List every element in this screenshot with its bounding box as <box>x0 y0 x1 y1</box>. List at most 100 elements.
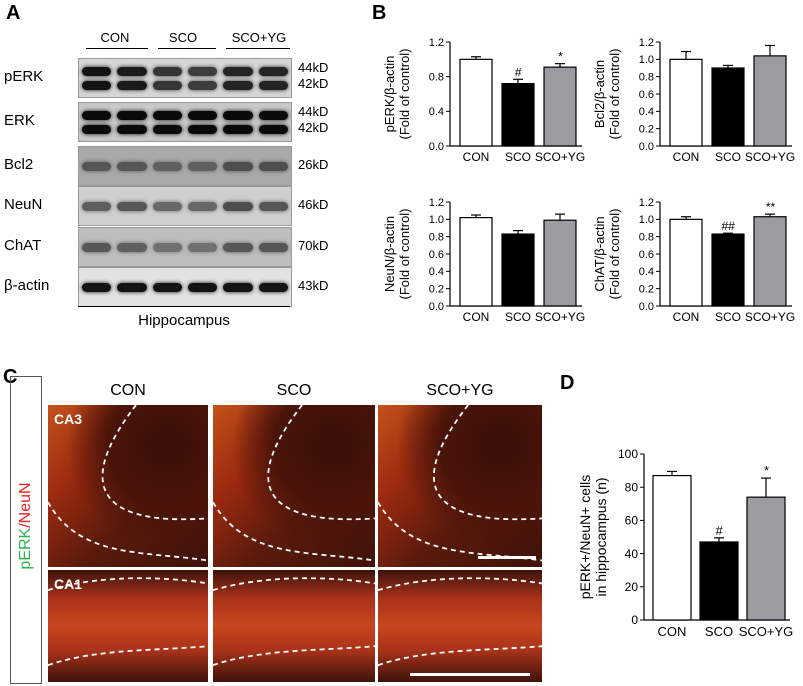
y-tick-label: 40 <box>625 547 639 561</box>
bar-CON <box>459 216 493 307</box>
group-line-sco <box>158 48 216 49</box>
blot-group-header: CON SCO SCO+YG <box>78 30 292 50</box>
bar-CON <box>669 218 703 307</box>
group-label-scoyg: SCO+YG <box>231 30 287 45</box>
x-tick-label: SCO+YG <box>739 624 794 639</box>
significance-mark: # <box>515 65 522 79</box>
blot-band <box>223 81 253 90</box>
y-axis-label: Bcl2/β-actin <box>592 60 607 128</box>
blot-band <box>188 162 218 171</box>
blot-strip-0 <box>78 58 292 98</box>
stain-label: pERK/NeuN <box>17 451 35 601</box>
region-boundary <box>433 405 542 521</box>
y-tick-label: 0.4 <box>639 106 654 118</box>
blot-band <box>258 162 288 171</box>
chart-neun: 0.0 0.2 0.4 0.6 0.8 1.0 1.2 NeuN/β-actin (Fold o… <box>382 197 585 324</box>
blot-band <box>152 125 182 134</box>
chart-cells: 0 20 40 60 80 100 pERK+/NeuN+ cells in hippocam… <box>577 447 794 639</box>
x-tick-label: SCO <box>505 150 531 164</box>
y-tick-label: 80 <box>625 480 639 494</box>
blot-band <box>223 67 253 76</box>
blot-strip-2 <box>78 146 292 186</box>
blot-band <box>188 81 218 90</box>
micro-col-con: CON <box>110 382 146 399</box>
micrograph-ca1-1 <box>213 570 375 682</box>
x-tick-label: CON <box>463 310 490 324</box>
blot-band <box>223 111 253 120</box>
significance-mark: # <box>715 523 723 538</box>
blot-band <box>258 202 288 211</box>
chart-chat: 0.0 0.2 0.4 0.6 0.8 1.0 1.2 ChAT/β-actin (Fold o… <box>592 197 795 324</box>
blot-band <box>188 243 218 252</box>
group-label-con: CON <box>100 30 130 45</box>
y-tick-label: 0 <box>631 613 638 627</box>
bar-SCO+YG <box>753 55 787 147</box>
significance-mark: ## <box>721 219 735 233</box>
bar-SCO <box>699 541 739 621</box>
kd-label: 44kD <box>298 60 329 75</box>
stain-label-box: pERK/NeuN <box>10 376 42 684</box>
blot-band <box>152 202 182 211</box>
y-tick-label: 0.2 <box>639 284 654 296</box>
y-tick-label: 0.6 <box>639 89 654 101</box>
chart-perk: 0.0 0.4 0.8 1.2 pERK/β-actin (Fold of control… <box>382 37 585 164</box>
micrograph-ca3-1 <box>213 405 375 567</box>
region-boundary <box>213 577 375 592</box>
x-tick-label: SCO <box>715 310 741 324</box>
y-tick-label: 1.2 <box>639 37 654 49</box>
y-axis-label: (Fold of control) <box>607 48 622 139</box>
group-line-scoyg <box>226 48 290 49</box>
y-tick-label: 0.0 <box>639 301 654 313</box>
bar-CON <box>459 58 493 147</box>
micro-col-scoyg: SCO+YG <box>426 382 494 399</box>
blot-strip-3 <box>78 186 292 226</box>
blot-label-2: Bcl2 <box>4 156 34 173</box>
blot-band <box>82 125 112 134</box>
blot-band <box>117 243 147 252</box>
x-tick-label: CON <box>673 150 700 164</box>
blot-band <box>258 243 288 252</box>
x-tick-label: SCO+YG <box>745 150 795 164</box>
region-boundary <box>267 405 375 521</box>
micrograph-ca3-2 <box>378 405 542 567</box>
blot-band <box>223 243 253 252</box>
y-tick-label: 0.0 <box>429 301 444 313</box>
bar-SCO <box>711 67 745 147</box>
y-tick-label: 1.2 <box>639 197 654 209</box>
y-tick-label: 20 <box>625 580 639 594</box>
bar-SCO <box>501 82 535 147</box>
blot-band <box>223 125 253 134</box>
blot-label-4: ChAT <box>4 237 42 254</box>
y-tick-label: 1.2 <box>429 37 444 49</box>
y-tick-label: 0.4 <box>639 266 654 278</box>
significance-mark: ** <box>765 200 775 214</box>
bar-SCO <box>501 233 535 307</box>
y-tick-label: 1.0 <box>429 214 444 226</box>
blot-band <box>188 67 218 76</box>
x-tick-label: CON <box>658 624 687 639</box>
y-tick-label: 1.2 <box>429 197 444 209</box>
y-tick-label: 0.4 <box>429 106 444 118</box>
region-boundary <box>378 577 542 592</box>
blot-band <box>188 202 218 211</box>
panel-label-a: A <box>6 2 21 24</box>
region-label-ca3: CA3 <box>54 411 83 427</box>
blot-label-0: pERK <box>4 68 44 85</box>
blot-band <box>82 243 112 252</box>
blot-band <box>117 202 147 211</box>
blot-band <box>152 243 182 252</box>
y-tick-label: 0.6 <box>639 249 654 261</box>
y-axis-label: (Fold of control) <box>397 208 412 299</box>
blot-band <box>223 283 253 292</box>
x-tick-label: SCO+YG <box>745 310 795 324</box>
y-tick-label: 0.2 <box>429 284 444 296</box>
y-tick-label: 0.4 <box>429 266 444 278</box>
blot-band <box>117 162 147 171</box>
panel-label-d: D <box>560 372 575 394</box>
y-tick-label: 0.6 <box>429 249 444 261</box>
kd-label: 46kD <box>298 197 329 212</box>
blot-band <box>223 202 253 211</box>
kd-label: 44kD <box>298 104 329 119</box>
y-tick-label: 0.8 <box>429 232 444 244</box>
blot-band <box>188 283 218 292</box>
